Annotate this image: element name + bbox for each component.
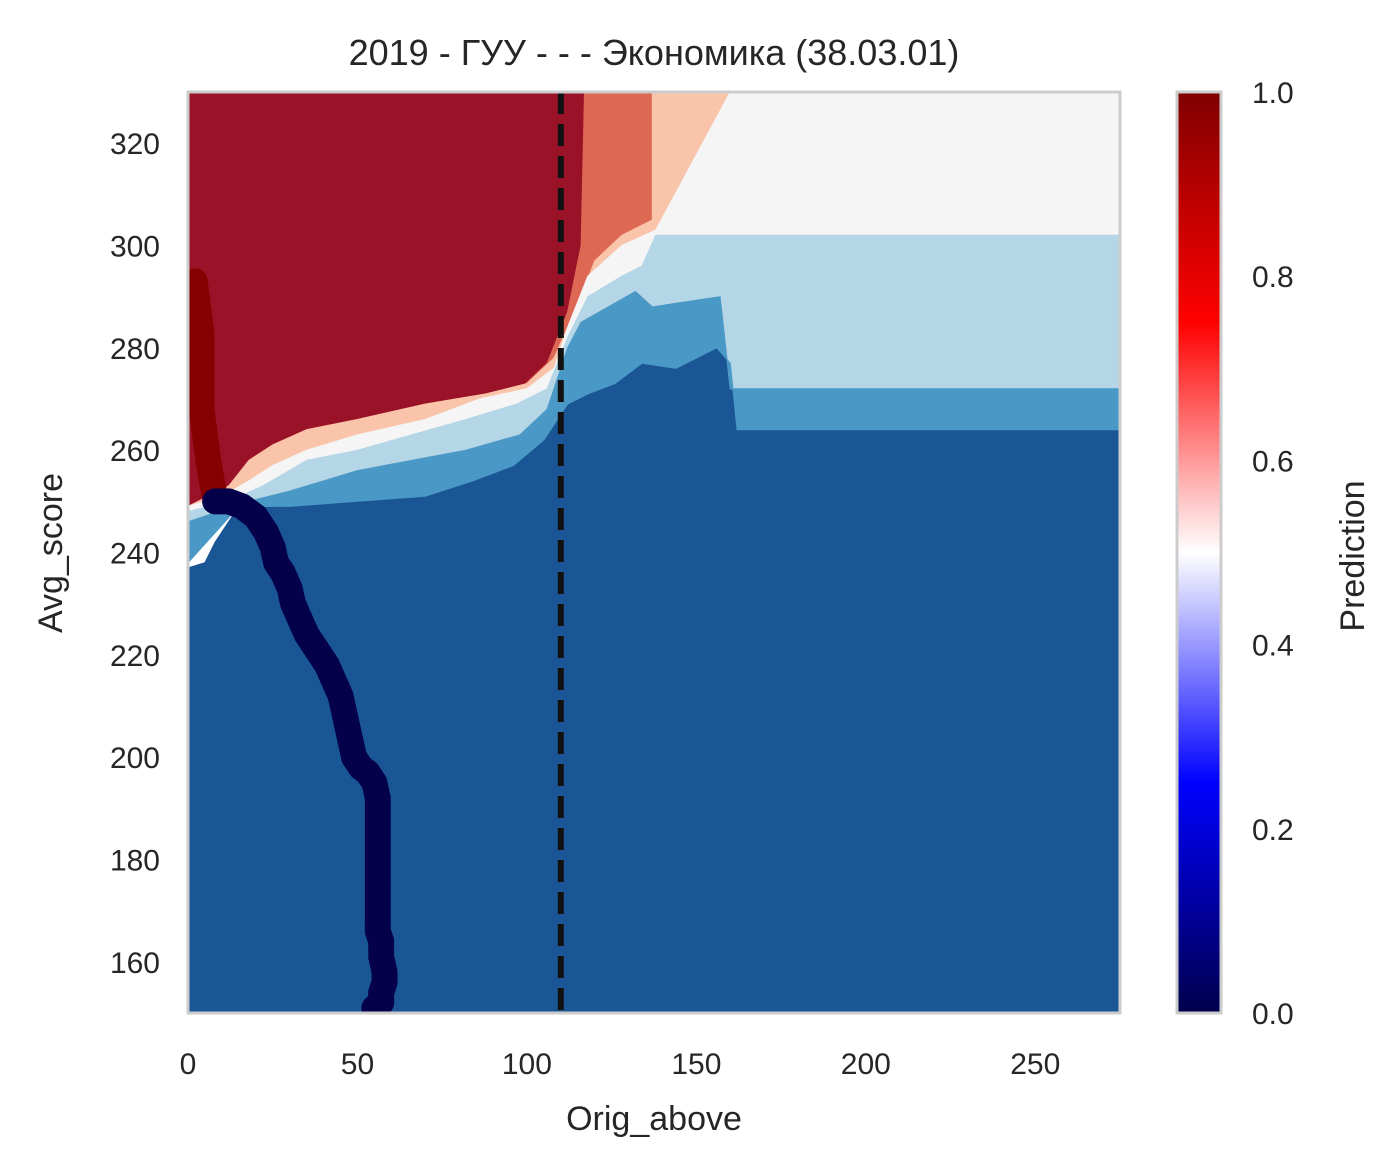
prediction-regions — [188, 92, 1120, 1013]
y-tick-label: 200 — [110, 742, 160, 775]
y-axis-ticks: 160 180 200 220 240 260 280 300 320 — [110, 128, 160, 980]
colorbar-tick-label: 0.8 — [1252, 261, 1294, 294]
colorbar-tick-label: 0.6 — [1252, 445, 1294, 478]
x-tick-label: 100 — [502, 1048, 552, 1081]
colorbar-gradient — [1177, 92, 1221, 1013]
y-tick-label: 300 — [110, 231, 160, 264]
data-point — [361, 994, 388, 1013]
y-tick-label: 240 — [110, 538, 160, 571]
data-points — [188, 268, 398, 1013]
y-tick-label: 160 — [110, 947, 160, 980]
plot-area — [188, 92, 1120, 1013]
y-tick-label: 280 — [110, 333, 160, 366]
x-tick-label: 250 — [1010, 1048, 1060, 1081]
x-axis-ticks: 0 50 100 150 200 250 — [180, 1048, 1061, 1081]
colorbar-tick-label: 0.0 — [1252, 998, 1294, 1031]
colorbar-tick-label: 0.2 — [1252, 814, 1294, 847]
x-tick-label: 150 — [671, 1048, 721, 1081]
colorbar-label: Prediction — [1334, 480, 1372, 631]
y-tick-label: 320 — [110, 128, 160, 161]
x-tick-label: 50 — [341, 1048, 374, 1081]
colorbar-frame — [1175, 90, 1223, 1015]
colorbar-tick-label: 1.0 — [1252, 77, 1294, 110]
colorbar-tick-label: 0.4 — [1252, 630, 1294, 663]
colorbar: 0.0 0.2 0.4 0.6 0.8 1.0 Prediction — [1175, 77, 1372, 1031]
x-axis-label: Orig_above — [566, 1100, 742, 1138]
region-level_2 — [188, 290, 1120, 564]
plot-frame — [186, 90, 1122, 1015]
x-tick-label: 0 — [180, 1048, 197, 1081]
x-tick-label: 200 — [841, 1048, 891, 1081]
chart-title: 2019 - ГУУ - - - Экономика (38.03.01) — [349, 32, 960, 73]
colorbar-ticks: 0.0 0.2 0.4 0.6 0.8 1.0 — [1252, 77, 1294, 1031]
y-tick-label: 220 — [110, 640, 160, 673]
y-axis-label: Avg_score — [32, 473, 70, 633]
y-tick-label: 180 — [110, 845, 160, 878]
y-tick-label: 260 — [110, 435, 160, 468]
